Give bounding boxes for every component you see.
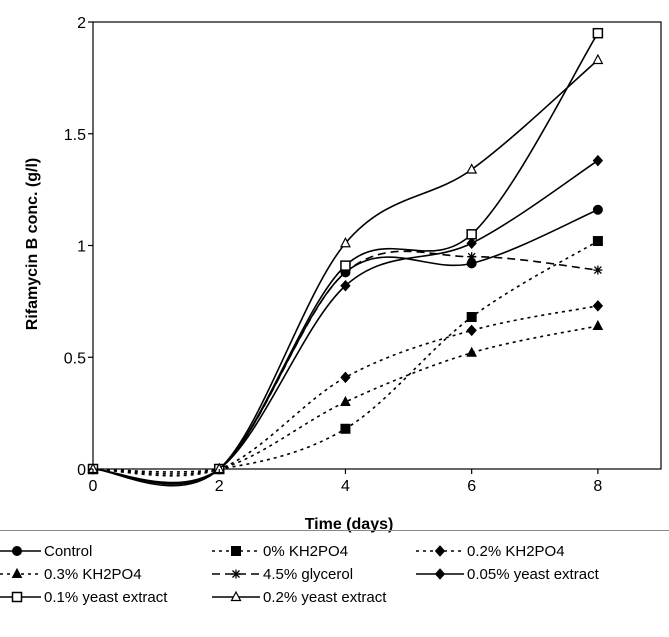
x-tick-label: 8	[593, 478, 602, 495]
data-point	[466, 163, 478, 174]
legend-item-6: 0.05% yeast extract	[416, 566, 600, 583]
legend-marker	[231, 569, 241, 579]
data-point	[593, 265, 603, 275]
data-point	[340, 395, 351, 406]
legend-item-7: 0.1% yeast extract	[0, 589, 168, 606]
series-4	[87, 319, 604, 475]
data-point	[466, 229, 477, 240]
series-line	[92, 209, 599, 485]
legend-label: 0.3% KH2PO4	[44, 566, 142, 583]
legend-item-3: 0.2% KH2PO4	[416, 543, 565, 560]
legend-marker	[230, 590, 242, 602]
data-point	[466, 324, 477, 337]
y-tick-label: 0	[77, 462, 86, 479]
data-point	[592, 300, 604, 312]
plot-frame	[92, 21, 662, 470]
series-line	[92, 159, 599, 484]
data-point	[466, 237, 477, 250]
legend-marker	[11, 591, 23, 603]
data-point	[592, 236, 603, 247]
legend-item-4: 0.3% KH2PO4	[0, 566, 142, 583]
legend-item-1: Control	[0, 543, 92, 560]
legend: Control 0% KH2PO4 0.2% KH2PO4 0.3% KH2PO4 4.…	[0, 543, 600, 606]
legend-label: 0% KH2PO4	[263, 543, 348, 560]
x-axis-title: Time (days)	[305, 516, 394, 533]
data-point	[466, 346, 477, 357]
legend-label: 4.5% glycerol	[263, 566, 353, 583]
data-point	[592, 154, 604, 167]
legend-marker	[434, 545, 446, 557]
series-line	[92, 32, 599, 485]
x-tick-label: 2	[215, 478, 224, 495]
series-layer	[87, 27, 604, 487]
data-point	[340, 279, 351, 292]
data-point	[340, 371, 351, 384]
y-tick-label: 2	[77, 15, 86, 32]
y-axis-title: Rifamycin B conc. (g/l)	[24, 158, 41, 330]
legend-marker	[231, 546, 241, 556]
data-point	[466, 312, 477, 323]
legend-label: 0.2% yeast extract	[263, 589, 387, 606]
series-3	[87, 300, 604, 477]
legend-label: 0.1% yeast extract	[44, 589, 168, 606]
data-point	[592, 319, 604, 330]
legend-label: 0.05% yeast extract	[467, 566, 600, 583]
data-point	[592, 27, 604, 39]
plot-area	[92, 21, 662, 470]
legend-item-8: 0.2% yeast extract	[212, 589, 387, 606]
legend-item-5: 4.5% glycerol	[212, 566, 353, 583]
legend-marker	[12, 546, 22, 556]
data-point	[592, 204, 603, 215]
legend-item-2: 0% KH2PO4	[212, 543, 348, 560]
axes-layer: 0 0.5 1 1.5 2 0 2 4 6 8	[64, 15, 603, 495]
legend-marker	[434, 568, 446, 580]
data-point	[339, 236, 351, 248]
data-point	[340, 423, 351, 434]
series-8	[87, 53, 604, 487]
x-tick-label: 4	[341, 478, 350, 495]
x-tick-label: 0	[89, 478, 98, 495]
legend-label: Control	[44, 543, 92, 560]
data-point	[467, 252, 477, 262]
y-tick-label: 0.5	[64, 350, 86, 367]
legend-marker	[11, 567, 23, 578]
series-7	[87, 27, 604, 485]
data-point	[340, 260, 351, 271]
y-tick-label: 1	[77, 239, 86, 256]
series-line	[92, 59, 599, 487]
y-tick-label: 1.5	[64, 127, 86, 144]
series-line	[92, 325, 599, 475]
data-point	[592, 53, 604, 65]
series-line	[92, 305, 599, 477]
x-tick-label: 6	[467, 478, 476, 495]
legend-label: 0.2% KH2PO4	[467, 543, 565, 560]
